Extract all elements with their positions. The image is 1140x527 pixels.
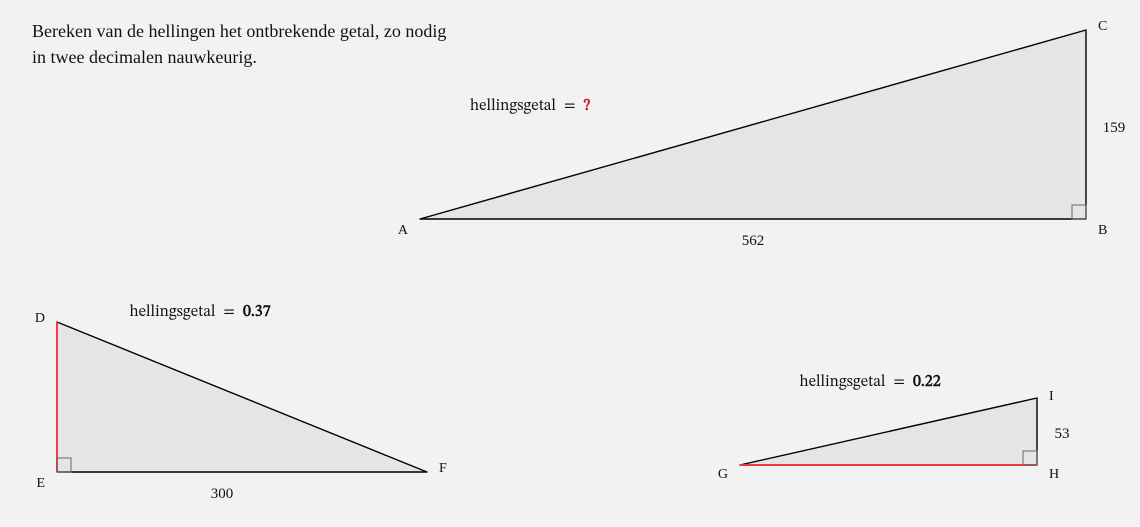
- vertex-label-f: F: [439, 461, 447, 476]
- side-label-def-base: 300: [211, 486, 234, 502]
- slope-label-def: hellingsgetal = 0.37: [129, 304, 270, 320]
- triangle-ghi: [740, 398, 1037, 465]
- slope-label-ghi: hellingsgetal = 0.22: [799, 374, 940, 390]
- vertex-label-c: C: [1098, 19, 1107, 34]
- slope-label-abc: hellingsgetal = ?: [470, 98, 591, 114]
- vertex-label-e: E: [36, 476, 45, 491]
- triangle-def: [57, 322, 427, 472]
- vertex-label-b: B: [1098, 223, 1107, 238]
- vertex-label-a: A: [398, 223, 409, 238]
- vertex-label-d: D: [35, 311, 45, 326]
- figure-canvas: A B C 562 159 hellingsgetal = ? D E F 300 hellings…: [0, 0, 1140, 527]
- side-label-abc-height: 159: [1103, 120, 1126, 136]
- side-label-abc-base: 562: [742, 233, 765, 249]
- vertex-label-h: H: [1049, 467, 1059, 482]
- triangle-abc: [420, 30, 1086, 219]
- vertex-label-g: G: [718, 467, 728, 482]
- side-label-ghi-height: 53: [1055, 426, 1070, 442]
- vertex-label-i: I: [1049, 389, 1054, 404]
